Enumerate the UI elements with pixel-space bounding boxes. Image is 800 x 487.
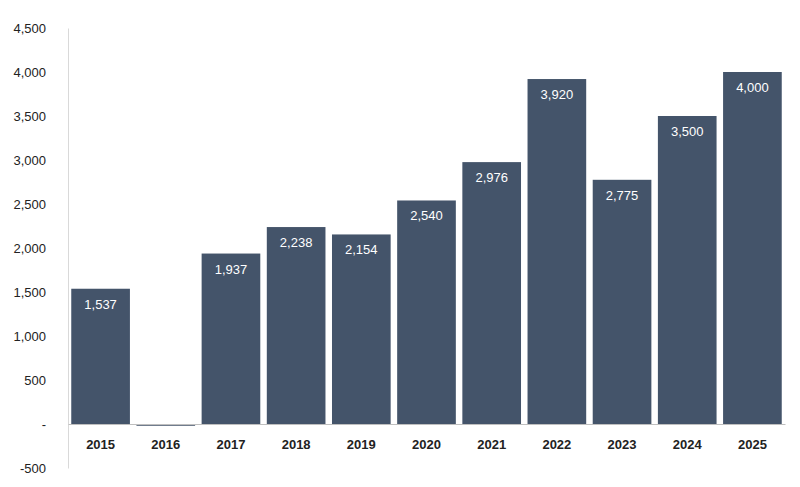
y-tick: -	[42, 417, 68, 432]
x-tick: 2021	[477, 424, 506, 452]
y-tick: 4,500	[13, 21, 68, 36]
x-tick-label: 2022	[542, 437, 571, 452]
y-axis-line	[68, 29, 69, 469]
chart: -500-5001,0001,5002,0002,5003,0003,5004,…	[0, 0, 800, 487]
data-label: 2,154	[345, 242, 378, 257]
y-tick: -500	[20, 461, 68, 476]
data-label: 2,775	[606, 188, 639, 203]
y-tick-label: 1,000	[13, 329, 46, 344]
y-tick-label: 3,500	[13, 109, 46, 124]
y-tick: 3,000	[13, 153, 68, 168]
y-tick: 3,500	[13, 109, 68, 124]
x-tick-label: 2023	[608, 437, 637, 452]
x-tick-label: 2018	[282, 437, 311, 452]
bar	[397, 200, 456, 424]
y-tick: 2,000	[13, 241, 68, 256]
data-label: 3,920	[541, 87, 574, 102]
bar	[723, 72, 782, 424]
x-tick: 2024	[673, 424, 703, 452]
bars	[71, 72, 781, 426]
x-tick-label: 2015	[86, 437, 115, 452]
y-tick-label: -500	[20, 461, 46, 476]
bar	[332, 234, 391, 424]
x-tick-label: 2016	[151, 437, 180, 452]
x-axis-line	[69, 424, 786, 425]
y-tick: 500	[24, 373, 68, 388]
x-tick-label: 2019	[347, 437, 376, 452]
y-tick-label: 1,500	[13, 285, 46, 300]
x-tick-label: 2021	[477, 437, 506, 452]
data-label: 2,540	[410, 208, 443, 223]
bar	[202, 254, 261, 424]
bar	[593, 180, 652, 424]
bar	[267, 227, 326, 424]
x-tick-label: 2025	[738, 437, 767, 452]
x-tick: 2017	[216, 424, 245, 452]
data-label: 1,937	[215, 262, 248, 277]
x-tick-label: 2024	[673, 437, 703, 452]
x-axis: 2015 2016 2017 2018 2019 2020 2021 2022 2023 2024…	[69, 424, 786, 452]
x-tick: 2018	[282, 424, 311, 452]
data-label: 4,000	[736, 80, 769, 95]
x-tick-label: 2020	[412, 437, 441, 452]
y-tick: 1,000	[13, 329, 68, 344]
bar	[528, 79, 587, 424]
x-tick: 2023	[608, 424, 637, 452]
y-axis: -500-5001,0001,5002,0002,5003,0003,5004,…	[13, 21, 68, 476]
data-label: 1,537	[84, 297, 117, 312]
data-label: 2,238	[280, 235, 313, 250]
x-tick: 2015	[86, 424, 115, 452]
y-tick-label: 2,500	[13, 197, 46, 212]
y-tick-label: 4,000	[13, 65, 46, 80]
x-tick: 2022	[542, 424, 571, 452]
y-tick-label: 3,000	[13, 153, 46, 168]
x-tick: 2019	[347, 424, 376, 452]
x-tick: 2016	[151, 424, 180, 452]
y-tick: 1,500	[13, 285, 68, 300]
x-tick-label: 2017	[216, 437, 245, 452]
y-tick-label: -	[42, 417, 46, 432]
bar	[462, 162, 521, 424]
x-tick: 2025	[738, 424, 767, 452]
y-tick-label: 2,000	[13, 241, 46, 256]
y-tick: 2,500	[13, 197, 68, 212]
y-tick-label: 4,500	[13, 21, 46, 36]
data-labels: 1,537 1,937 2,238 2,154 2,540 2,976 3,920 2,775…	[84, 80, 768, 312]
data-label: 2,976	[475, 170, 508, 185]
bar	[71, 289, 130, 424]
bar	[658, 116, 717, 424]
y-tick-label: 500	[24, 373, 46, 388]
data-label: 3,500	[671, 124, 704, 139]
y-tick: 4,000	[13, 65, 68, 80]
x-tick: 2020	[412, 424, 441, 452]
